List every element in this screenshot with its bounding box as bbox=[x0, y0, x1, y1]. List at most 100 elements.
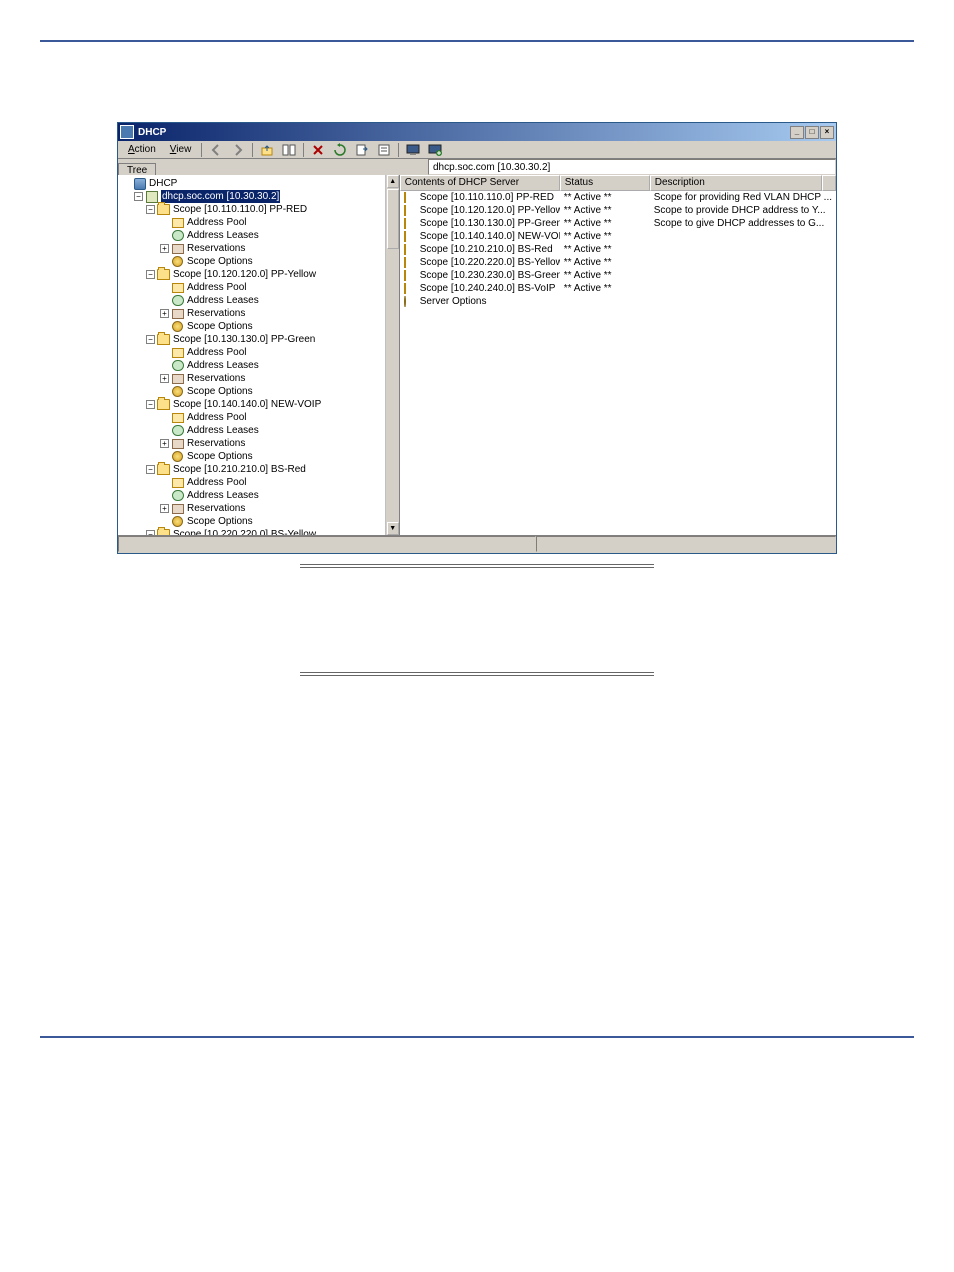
options-icon bbox=[404, 296, 406, 307]
child-label: Reservations bbox=[187, 307, 245, 320]
tree-child-node[interactable]: + Reservations bbox=[120, 502, 397, 515]
tree-scope-node[interactable]: − Scope [10.130.130.0] PP-Green bbox=[120, 333, 397, 346]
panes-icon[interactable] bbox=[279, 141, 299, 159]
reserv-icon bbox=[172, 309, 184, 319]
dhcp-icon bbox=[134, 178, 146, 190]
forward-arrow-icon[interactable] bbox=[228, 141, 248, 159]
col-header-name[interactable]: Contents of DHCP Server bbox=[400, 175, 560, 191]
row-status: ** Active ** bbox=[560, 244, 650, 255]
refresh-icon[interactable] bbox=[330, 141, 350, 159]
collapse-icon[interactable]: − bbox=[146, 465, 155, 474]
list-row[interactable]: Scope [10.120.120.0] PP-Yellow ** Active… bbox=[400, 204, 836, 217]
row-status: ** Active ** bbox=[560, 283, 650, 294]
child-label: Scope Options bbox=[187, 320, 253, 333]
menu-action[interactable]: Action bbox=[122, 143, 162, 156]
tree-child-node[interactable]: Address Pool bbox=[120, 476, 397, 489]
close-button[interactable]: × bbox=[820, 126, 834, 139]
expand-icon[interactable]: + bbox=[160, 309, 169, 318]
child-label: Address Pool bbox=[187, 216, 246, 229]
list-row[interactable]: Scope [10.130.130.0] PP-Green ** Active … bbox=[400, 217, 836, 230]
child-label: Reservations bbox=[187, 372, 245, 385]
export-icon[interactable] bbox=[352, 141, 372, 159]
row-name: Scope [10.210.210.0] BS-Red bbox=[420, 244, 553, 255]
child-label: Address Leases bbox=[187, 489, 259, 502]
collapse-icon[interactable]: − bbox=[146, 335, 155, 344]
tree-scope-node[interactable]: − Scope [10.110.110.0] PP-RED bbox=[120, 203, 397, 216]
reserv-icon bbox=[172, 374, 184, 384]
child-label: Address Pool bbox=[187, 281, 246, 294]
tree-child-node[interactable]: Address Pool bbox=[120, 346, 397, 359]
menu-view[interactable]: View bbox=[164, 143, 198, 156]
list-row[interactable]: Scope [10.240.240.0] BS-VoIP ** Active *… bbox=[400, 282, 836, 295]
folder-icon bbox=[404, 205, 406, 216]
tree-child-node[interactable]: Address Leases bbox=[120, 424, 397, 437]
row-name: Scope [10.120.120.0] PP-Yellow bbox=[420, 205, 560, 216]
pool-icon bbox=[172, 283, 184, 293]
list-row[interactable]: Scope [10.230.230.0] BS-Green ** Active … bbox=[400, 269, 836, 282]
row-name: Scope [10.140.140.0] NEW-VOIP bbox=[420, 231, 560, 242]
tree-child-node[interactable]: Address Leases bbox=[120, 294, 397, 307]
list-row[interactable]: Scope [10.220.220.0] BS-Yellow ** Active… bbox=[400, 256, 836, 269]
tree-child-node[interactable]: Address Pool bbox=[120, 281, 397, 294]
minimize-button[interactable]: _ bbox=[790, 126, 804, 139]
child-label: Address Pool bbox=[187, 411, 246, 424]
scope-label: Scope [10.110.110.0] PP-RED bbox=[173, 203, 307, 216]
list-row[interactable]: Scope [10.110.110.0] PP-RED ** Active **… bbox=[400, 191, 836, 204]
expand-icon[interactable]: + bbox=[160, 374, 169, 383]
collapse-icon[interactable]: − bbox=[146, 270, 155, 279]
row-status: ** Active ** bbox=[560, 192, 650, 203]
collapse-icon[interactable]: − bbox=[134, 192, 143, 201]
properties-icon[interactable] bbox=[374, 141, 394, 159]
tree-scope-node[interactable]: − Scope [10.220.220.0] BS-Yellow bbox=[120, 528, 397, 535]
tree-scrollbar[interactable]: ▲ ▼ bbox=[385, 175, 399, 535]
tree-child-node[interactable]: + Reservations bbox=[120, 242, 397, 255]
scrollbar-thumb[interactable] bbox=[387, 189, 399, 249]
expand-icon[interactable]: + bbox=[160, 504, 169, 513]
row-status: ** Active ** bbox=[560, 205, 650, 216]
maximize-button[interactable]: □ bbox=[805, 126, 819, 139]
tree-child-node[interactable]: Address Leases bbox=[120, 489, 397, 502]
tree-root-dhcp[interactable]: DHCP bbox=[120, 177, 397, 190]
col-header-status[interactable]: Status bbox=[560, 175, 650, 191]
tree-scope-node[interactable]: − Scope [10.120.120.0] PP-Yellow bbox=[120, 268, 397, 281]
tree-child-node[interactable]: Address Leases bbox=[120, 359, 397, 372]
tree-scope-node[interactable]: − Scope [10.210.210.0] BS-Red bbox=[120, 463, 397, 476]
list-row-server-options[interactable]: Server Options bbox=[400, 295, 836, 308]
delete-icon[interactable] bbox=[308, 141, 328, 159]
console-icon[interactable] bbox=[403, 141, 423, 159]
back-arrow-icon[interactable] bbox=[206, 141, 226, 159]
scroll-up-icon[interactable]: ▲ bbox=[387, 175, 399, 188]
tree-child-node[interactable]: Address Pool bbox=[120, 216, 397, 229]
scroll-down-icon[interactable]: ▼ bbox=[387, 522, 399, 535]
tree-child-node[interactable]: Address Pool bbox=[120, 411, 397, 424]
list-row[interactable]: Scope [10.140.140.0] NEW-VOIP ** Active … bbox=[400, 230, 836, 243]
scope-label: Scope [10.130.130.0] PP-Green bbox=[173, 333, 315, 346]
expand-icon[interactable]: + bbox=[160, 244, 169, 253]
list-row[interactable]: Scope [10.210.210.0] BS-Red ** Active ** bbox=[400, 243, 836, 256]
tree-child-node[interactable]: + Reservations bbox=[120, 437, 397, 450]
tree-scope-node[interactable]: − Scope [10.140.140.0] NEW-VOIP bbox=[120, 398, 397, 411]
expand-icon[interactable]: + bbox=[160, 439, 169, 448]
tree-child-node[interactable]: + Reservations bbox=[120, 372, 397, 385]
list-header: Contents of DHCP Server Status Descripti… bbox=[400, 175, 836, 191]
collapse-icon[interactable]: − bbox=[146, 205, 155, 214]
child-label: Scope Options bbox=[187, 255, 253, 268]
col-header-desc[interactable]: Description bbox=[650, 175, 822, 191]
up-folder-icon[interactable] bbox=[257, 141, 277, 159]
lease-icon bbox=[172, 230, 184, 241]
options-icon bbox=[172, 256, 183, 267]
tree-child-node[interactable]: + Reservations bbox=[120, 307, 397, 320]
folder-icon bbox=[404, 283, 406, 294]
collapse-icon[interactable]: − bbox=[146, 400, 155, 409]
collapse-icon[interactable]: − bbox=[146, 530, 155, 535]
child-label: Address Leases bbox=[187, 229, 259, 242]
pool-icon bbox=[172, 478, 184, 488]
reserv-icon bbox=[172, 244, 184, 254]
row-name: Scope [10.240.240.0] BS-VoIP bbox=[420, 283, 556, 294]
row-name: Scope [10.220.220.0] BS-Yellow bbox=[420, 257, 560, 268]
tree-child-node[interactable]: Address Leases bbox=[120, 229, 397, 242]
console-add-icon[interactable] bbox=[425, 141, 445, 159]
row-desc: Scope to provide DHCP address to Y... bbox=[650, 205, 836, 216]
reserv-icon bbox=[172, 439, 184, 449]
row-status: ** Active ** bbox=[560, 218, 650, 229]
